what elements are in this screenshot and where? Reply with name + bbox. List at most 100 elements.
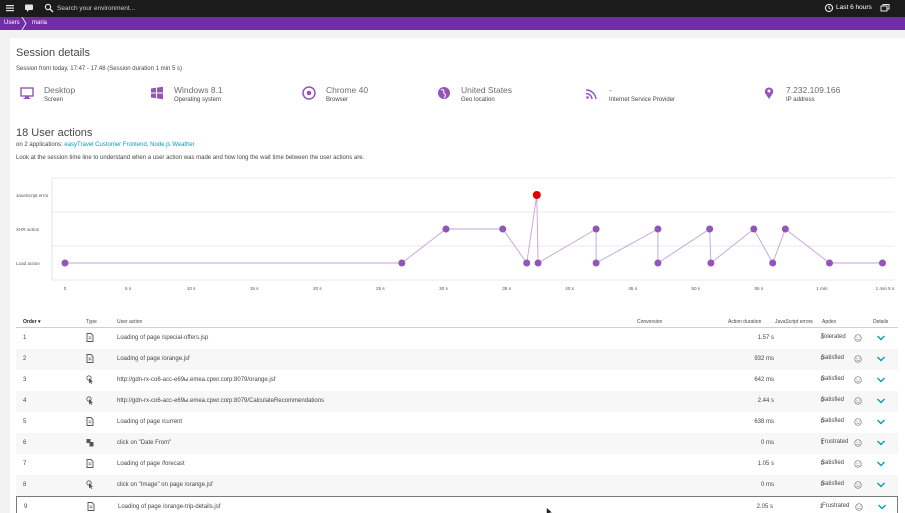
chevron-down-icon[interactable]: [876, 376, 886, 384]
row-duration: 0 ms: [760, 482, 774, 488]
data-point: [523, 259, 531, 267]
breadcrumb: Users maria: [0, 17, 905, 30]
row-user-action: Loading of page /special-offers.jsp: [117, 335, 209, 341]
page-load-icon: [87, 502, 95, 511]
location-pin-icon: [764, 87, 774, 99]
header-order[interactable]: Order ▾: [23, 319, 41, 325]
x-axis-tick-label: 5 s: [125, 286, 132, 291]
chevron-down-icon[interactable]: [876, 460, 886, 468]
user-actions-title: 18 User actions: [16, 127, 93, 139]
table-row[interactable]: 9 Loading of page /orange-trip-details.js…: [16, 496, 898, 513]
page-load-icon: [86, 354, 94, 363]
chevron-down-icon[interactable]: [876, 439, 886, 447]
data-point: [592, 225, 600, 233]
header-duration[interactable]: Action duration: [728, 319, 762, 325]
desktop-icon: [20, 87, 34, 99]
smile-face-icon: [854, 376, 862, 384]
row-duration: 1.57 s: [757, 335, 774, 341]
row-js-errors: 1: [820, 440, 824, 446]
screen-value: Desktop: [44, 85, 76, 95]
apps-links[interactable]: easyTravel Customer Frontend, Node.js We…: [64, 142, 195, 148]
table-row[interactable]: 5 Loading of page /current 638 ms 0 Satisfie…: [16, 412, 898, 433]
neutral-face-icon: [854, 334, 862, 342]
row-user-action: http://gdn-rx-co6-acc-e69ы.emea.cpwr.cor…: [117, 377, 276, 383]
table-row[interactable]: 1 Loading of page /special-offers.jsp 1.57…: [16, 328, 898, 349]
data-point: [592, 259, 600, 267]
user-actions-table: Order ▾ Type User action Conversion Acti…: [16, 316, 898, 513]
chevron-down-icon[interactable]: [876, 418, 886, 426]
table-row[interactable]: 4 http://gdn-rx-co6-acc-e69ы.emea.cpwr.co…: [16, 391, 898, 412]
breadcrumb-user[interactable]: maria: [32, 20, 48, 26]
row-order: 7: [23, 461, 27, 467]
row-js-errors: 0: [820, 377, 824, 383]
row-user-action: click on "Image" on page /orange.jsf: [117, 482, 213, 488]
data-point: [707, 259, 715, 267]
menu-icon[interactable]: [5, 3, 15, 13]
row-duration: 642 ms: [754, 377, 774, 383]
chat-icon[interactable]: [24, 3, 34, 13]
header-type[interactable]: Type: [86, 319, 97, 325]
windows-icon: [151, 86, 163, 100]
chevron-down-icon[interactable]: [877, 503, 887, 511]
header-conversion[interactable]: Conversion: [637, 319, 663, 325]
clock-icon[interactable]: [824, 3, 834, 13]
table-body: 1 Loading of page /special-offers.jsp 1.57…: [16, 328, 898, 513]
row-duration: 638 ms: [754, 419, 774, 425]
row-user-action: http://gdn-rx-co6-acc-e69ы.emea.cpwr.cor…: [117, 398, 325, 404]
x-axis-tick-label: 40 s: [565, 286, 574, 291]
apps-prefix: on 2 applications:: [16, 142, 63, 148]
breadcrumb-users[interactable]: Users: [4, 20, 20, 26]
smile-face-icon: [854, 397, 862, 405]
row-duration: 1.05 s: [757, 461, 774, 467]
geo-value: United States: [461, 85, 513, 95]
user-actions-description: Look at the session time line to underst…: [16, 155, 365, 161]
user-actions-apps: on 2 applications: easyTravel Customer F…: [16, 142, 195, 148]
session-subtitle: Session from today, 17:47 - 17:48 (Sessi…: [16, 66, 182, 72]
header-details: Details: [873, 319, 889, 325]
table-row[interactable]: 6 click on "Date From" 0 ms 1 Frustrated: [16, 433, 898, 454]
table-row[interactable]: 2 Loading of page /orange.jsf 932 ms 0 Satis…: [16, 349, 898, 370]
window-icon[interactable]: [880, 3, 890, 13]
header-js-errors[interactable]: JavaScript errors: [775, 319, 813, 325]
breadcrumb-separator-icon: [21, 17, 27, 30]
os-value: Windows 8.1: [174, 85, 223, 95]
smile-face-icon: [854, 460, 862, 468]
data-point: [769, 259, 777, 267]
row-order: 6: [23, 440, 27, 446]
row-js-errors: 0: [820, 419, 824, 425]
chevron-down-icon[interactable]: [876, 397, 886, 405]
smile-face-icon: [854, 355, 862, 363]
x-axis-tick-label: 15 s: [250, 286, 259, 291]
row-apdex: Frustrated: [822, 503, 850, 509]
row-apdex: Tolerated: [821, 334, 846, 340]
globe-icon: [438, 87, 450, 99]
series-line: [65, 194, 883, 265]
row-apdex: Satisfied: [821, 460, 845, 466]
data-point: [398, 259, 406, 267]
row-js-errors: 0: [820, 461, 824, 467]
search-input[interactable]: [57, 3, 257, 14]
data-point: [442, 225, 450, 233]
isp-value: -: [609, 85, 612, 95]
chevron-down-icon[interactable]: [876, 355, 886, 363]
sad-face-icon: [854, 439, 862, 447]
page-load-icon: [86, 417, 94, 426]
header-apdex[interactable]: Apdex: [822, 319, 837, 325]
data-point: [750, 225, 758, 233]
search-icon[interactable]: [44, 3, 54, 13]
table-row[interactable]: 7 Loading of page /forecast 1.05 s 0 Satisfi…: [16, 454, 898, 475]
row-order: 4: [23, 398, 27, 404]
x-axis-tick-label: 50 s: [691, 286, 700, 291]
xhr-click-icon: [86, 480, 93, 489]
chevron-down-icon[interactable]: [876, 481, 886, 489]
table-row[interactable]: 8 click on "Image" on page /orange.jsf 0 m…: [16, 475, 898, 496]
header-user-action[interactable]: User action: [117, 319, 143, 325]
session-timeline-chart: Load action XHR action JavaScript error 0 5 …: [16, 177, 895, 291]
table-row[interactable]: 3 http://gdn-rx-co6-acc-e69ы.emea.cpwr.co…: [16, 370, 898, 391]
timeframe-selector[interactable]: Last 6 hours: [836, 4, 872, 11]
chevron-down-icon[interactable]: [876, 334, 886, 342]
row-order: 5: [23, 419, 27, 425]
data-point: [825, 259, 833, 267]
smile-face-icon: [854, 481, 862, 489]
data-point: [534, 259, 542, 267]
